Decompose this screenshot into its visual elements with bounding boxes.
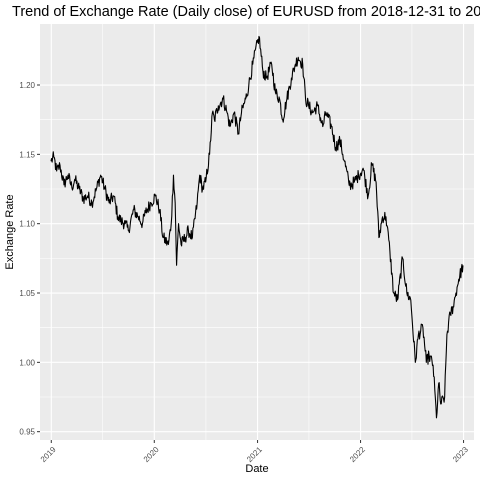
exchange-rate-line bbox=[50, 35, 464, 419]
y-tick-label: 1.15 bbox=[19, 150, 35, 159]
minor-gridlines bbox=[40, 24, 474, 440]
chart-title: Trend of Exchange Rate (Daily close) of … bbox=[12, 4, 480, 20]
y-tick-label: 0.95 bbox=[19, 428, 35, 437]
y-tick-label: 1.10 bbox=[19, 220, 35, 229]
major-gridlines bbox=[40, 24, 474, 440]
y-tick-label: 1.00 bbox=[19, 358, 35, 367]
y-tick-label: 1.05 bbox=[19, 289, 35, 298]
y-axis-title: Exchange Rate bbox=[4, 194, 16, 269]
y-tick-label: 1.20 bbox=[19, 81, 35, 90]
x-axis-title: Date bbox=[245, 463, 268, 475]
plot-panel bbox=[40, 24, 474, 440]
y-axis-ticks: 0.95 1.00 1.05 1.10 1.15 1.20 bbox=[19, 81, 40, 437]
